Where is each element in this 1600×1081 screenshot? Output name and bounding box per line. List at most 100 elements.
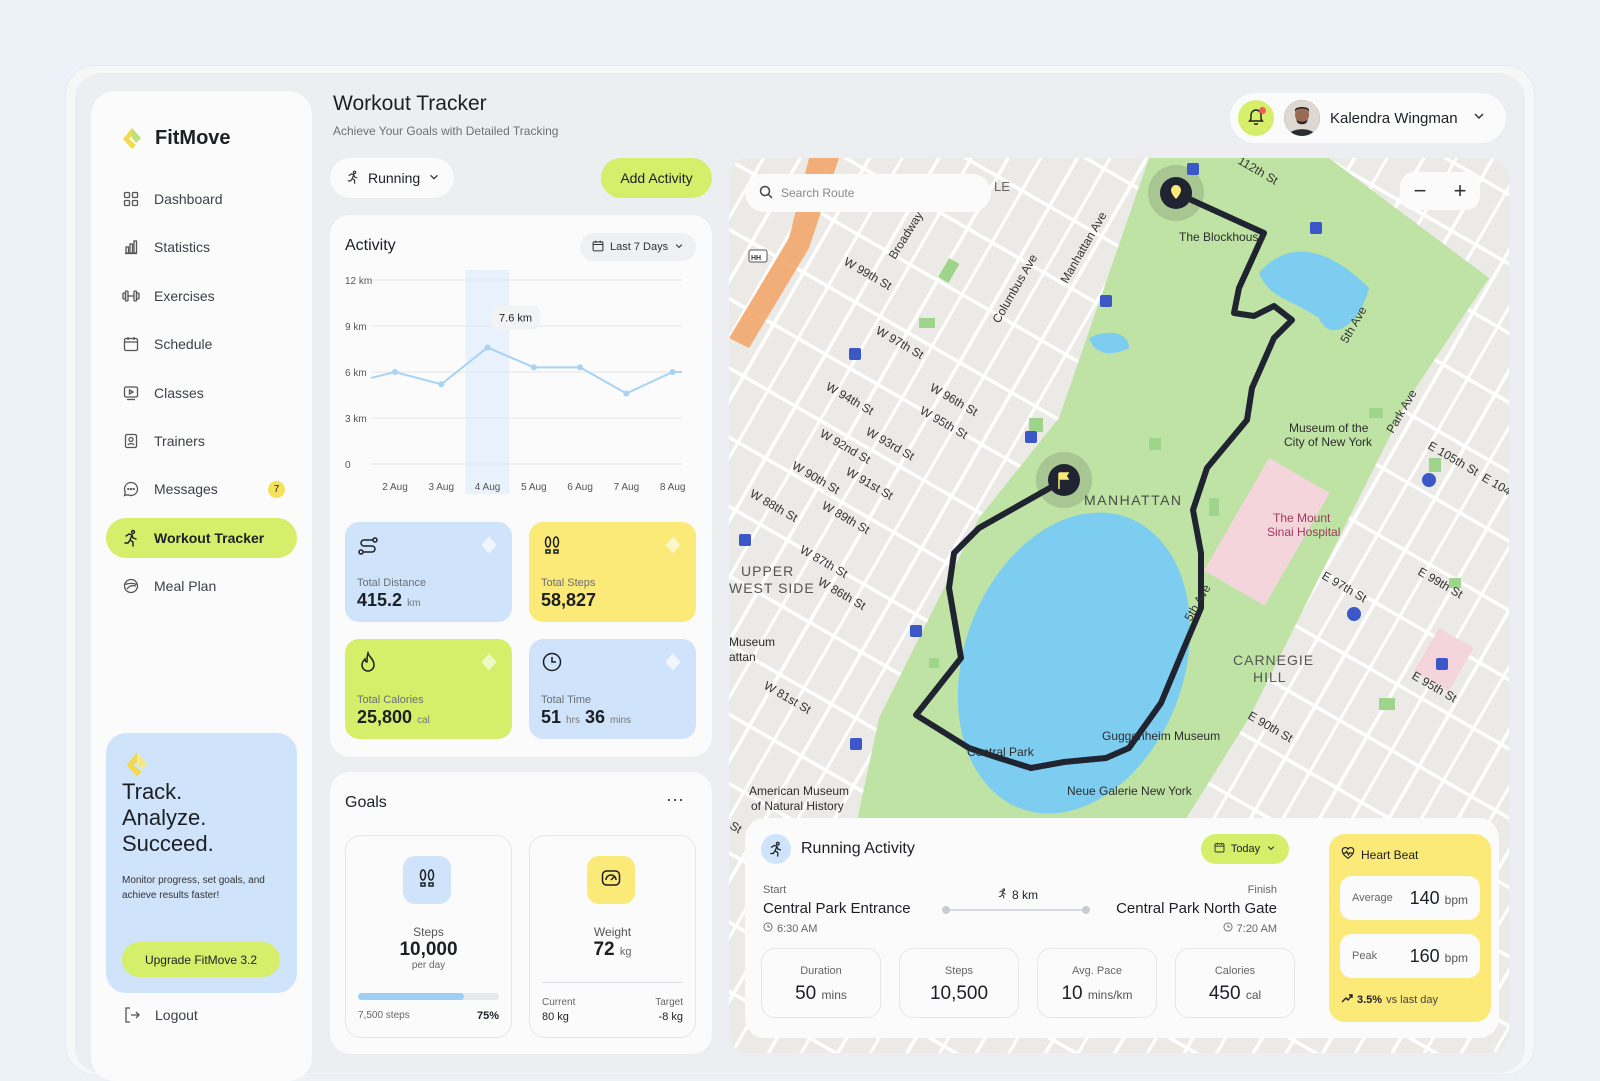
more-options-icon[interactable]: ⋯ [666, 790, 685, 810]
logout-label: Logout [155, 1007, 198, 1023]
sidebar-item-workout-tracker[interactable]: Workout Tracker [106, 517, 297, 558]
clock-icon [763, 922, 773, 935]
calories-value: 25,800 [357, 707, 413, 727]
heart-change-value: 3.5% [1357, 993, 1383, 1006]
distance-unit: km [407, 598, 421, 609]
add-activity-button[interactable]: Add Activity [601, 158, 712, 198]
fitmove-watermark-icon [478, 534, 500, 561]
route-end-dot [1082, 906, 1090, 914]
data-point [530, 364, 537, 371]
goals-title: Goals [345, 794, 387, 811]
bell-icon [1247, 107, 1265, 130]
tooltip-box [491, 305, 540, 330]
x-tick-label: 8 Aug [660, 482, 686, 493]
runner-icon [122, 529, 140, 547]
steps-progress-percent: 75% [476, 1010, 499, 1022]
total-time-card[interactable]: Total Time 51 hrs 36 mins [529, 639, 696, 739]
sidebar-item-schedule[interactable]: Schedule [106, 324, 297, 364]
metric-unit: mins [821, 988, 847, 1002]
steps-goal-sub: per day [411, 960, 446, 971]
sidebar-item-classes[interactable]: Classes [106, 373, 297, 413]
minutes-value: 36 [584, 707, 605, 727]
total-distance-card[interactable]: Total Distance 415.2 km [345, 522, 512, 622]
search-placeholder: Search Route [781, 186, 855, 200]
steps-goal-card[interactable]: Steps 10,000 per day 7,500 steps 75% [345, 835, 512, 1038]
calendar-icon [122, 335, 140, 353]
runner-icon [346, 170, 360, 187]
promo-line: Track. [122, 779, 183, 804]
tooltip-label: 7.6 km [499, 312, 532, 324]
metric-value-row: 10,500 [900, 983, 1018, 1005]
y-tick-label: 0 [345, 460, 351, 471]
metric-value-row: 450 cal [1176, 983, 1294, 1005]
activity-title: Activity [345, 237, 396, 254]
date-dropdown[interactable]: Today [1201, 834, 1289, 864]
sidebar: FitMove Dashboard Statistics Exercises S… [91, 91, 312, 1081]
sidebar-item-exercises[interactable]: Exercises [106, 276, 297, 316]
search-route-input[interactable]: Search Route [745, 174, 991, 212]
sidebar-item-label: Dashboard [154, 191, 223, 207]
finish-label: Finish [1247, 884, 1277, 896]
fitmove-logo-icon [126, 752, 148, 777]
dumbbell-icon [122, 287, 140, 305]
heart-beat-title: Heart Beat [1361, 847, 1419, 862]
metric-label: Steps [944, 965, 974, 977]
sidebar-item-dashboard[interactable]: Dashboard [106, 179, 297, 219]
date-range-dropdown[interactable]: Last 7 Days [580, 233, 696, 261]
weight-goal-value: 72 [593, 939, 615, 960]
user-menu[interactable]: Kalendra Wingman [1230, 93, 1506, 143]
steps-value: 58,827 [541, 590, 597, 610]
avg-pace-metric: Avg. Pace 10 mins/km [1037, 948, 1157, 1018]
upgrade-button[interactable]: Upgrade FitMove 3.2 [122, 942, 280, 977]
sidebar-item-messages[interactable]: Messages 7 [106, 469, 297, 509]
date-label: Today [1230, 843, 1261, 855]
heart-average-row: Average 140 bpm [1340, 876, 1480, 920]
sidebar-item-statistics[interactable]: Statistics [106, 227, 297, 267]
finish-location: Central Park North Gate [1116, 900, 1277, 917]
steps-progress-text: 7,500 steps [358, 1010, 410, 1021]
fitmove-watermark-icon [662, 534, 684, 561]
heart-beat-card: Heart Beat Average 140 bpm Peak 160 bpm … [1329, 834, 1491, 1022]
notifications-button[interactable] [1238, 100, 1274, 136]
zoom-out-icon[interactable]: − [1413, 178, 1427, 203]
heart-pulse-icon [1341, 846, 1355, 863]
total-steps-card[interactable]: Total Steps 58,827 [529, 522, 696, 622]
hours-unit: hrs [566, 715, 580, 726]
clock-icon [541, 652, 563, 677]
sidebar-item-meal-plan[interactable]: Meal Plan [106, 566, 297, 606]
notification-dot [1259, 107, 1266, 114]
map-label: HH [751, 255, 761, 262]
map-label: of Natural History [751, 799, 844, 813]
chevron-down-icon [428, 170, 440, 186]
metric-value-row: 10 mins/km [1038, 983, 1156, 1005]
logout-button[interactable]: Logout [123, 1006, 198, 1024]
target-weight-label: Target [655, 997, 683, 1008]
x-tick-label: 5 Aug [521, 482, 547, 493]
total-calories-card[interactable]: Total Calories 25,800 cal [345, 639, 512, 739]
map-label: Guggenheim Museum [1102, 729, 1220, 743]
stat-value: 25,800 cal [357, 707, 430, 728]
start-label: Start [763, 884, 787, 896]
workout-route-line [913, 190, 1295, 771]
activity-type-dropdown[interactable]: Running [330, 158, 454, 198]
sidebar-nav: Dashboard Statistics Exercises Schedule … [106, 179, 297, 615]
bar-chart-icon [122, 238, 140, 256]
heart-change-text: vs last day [1386, 993, 1439, 1006]
logo[interactable]: FitMove [119, 125, 231, 151]
footprints-icon [416, 867, 438, 894]
activity-line-chart[interactable]: 12 km 9 km 6 km 3 km 0 2 Aug 3 Aug 4 Aug 5 Aug 6 … [330, 270, 712, 510]
zoom-in-icon[interactable]: + [1453, 178, 1467, 203]
x-tick-label: 2 Aug [382, 482, 408, 493]
logout-icon [123, 1006, 141, 1024]
weight-goal-card[interactable]: Weight 72 kg Current 80 kg Target -8 kg [529, 835, 696, 1038]
data-point [438, 381, 445, 388]
avatar[interactable] [1284, 100, 1320, 136]
sidebar-item-trainers[interactable]: Trainers [106, 421, 297, 461]
metric-label: Avg. Pace [1072, 965, 1122, 977]
sidebar-item-label: Trainers [154, 432, 205, 449]
route-map[interactable]: HH LE The Blockhouse MANHATTAN Museum of… [729, 158, 1509, 1053]
map-label: Museum [729, 635, 775, 649]
metric-label: Duration [800, 965, 842, 977]
map-label: American Museum [749, 784, 849, 798]
heart-average-value-row: 140 bpm [1410, 888, 1468, 909]
